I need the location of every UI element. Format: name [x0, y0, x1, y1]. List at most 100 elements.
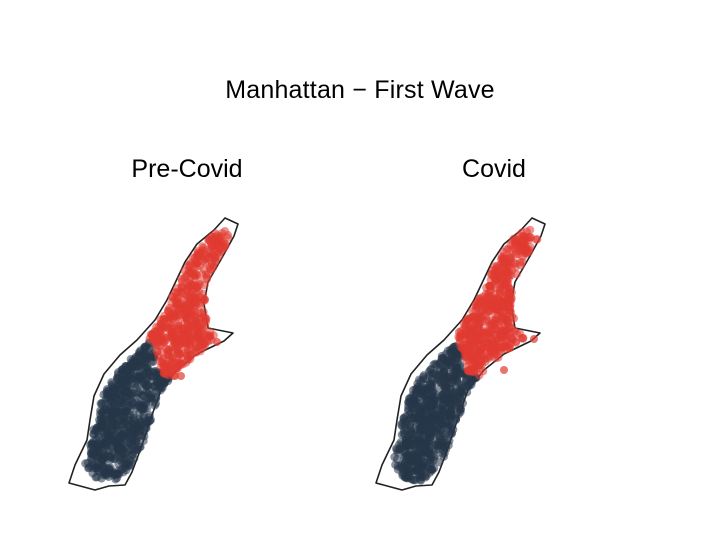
- upper-cluster-point: [187, 332, 196, 341]
- upper-cluster-point: [459, 319, 469, 329]
- lower-cluster-point: [427, 466, 437, 475]
- lower-cluster-point: [404, 401, 413, 411]
- upper-cluster-point: [220, 242, 229, 252]
- lower-cluster-point: [137, 359, 147, 368]
- lower-cluster-point: [421, 470, 430, 479]
- lower-cluster-point: [461, 382, 471, 391]
- upper-cluster-point: [509, 326, 518, 335]
- upper-cluster-point: [478, 328, 488, 337]
- lower-cluster-point: [428, 428, 438, 438]
- upper-cluster-point: [484, 338, 493, 348]
- upper-cluster-point: [177, 277, 187, 286]
- upper-cluster-point: [156, 363, 165, 372]
- upper-cluster-point: [147, 330, 157, 340]
- lower-cluster-point: [416, 383, 426, 393]
- lower-cluster-point: [142, 424, 151, 433]
- lower-cluster-point: [456, 405, 465, 415]
- upper-cluster-point: [506, 334, 516, 343]
- lower-cluster-point: [97, 474, 106, 483]
- lower-cluster-point: [111, 437, 120, 447]
- lower-cluster-point: [104, 452, 113, 461]
- upper-cluster-point: [525, 233, 535, 242]
- lower-cluster-point: [119, 399, 129, 408]
- upper-cluster-point: [180, 330, 190, 339]
- lower-cluster-point: [409, 476, 418, 485]
- upper-cluster-point: [190, 254, 200, 263]
- lower-cluster-point: [120, 412, 129, 421]
- covid-map: [375, 217, 546, 491]
- upper-cluster-point: [507, 312, 517, 321]
- lower-cluster-point: [101, 415, 110, 424]
- upper-cluster-point: [468, 312, 478, 321]
- upper-cluster-point: [186, 321, 195, 331]
- upper-cluster-point: [199, 243, 208, 253]
- lower-cluster-point: [419, 390, 428, 400]
- lower-cluster-point: [113, 427, 122, 436]
- upper-cluster-point: [164, 307, 173, 316]
- lower-cluster-point: [104, 389, 113, 398]
- lower-cluster-point: [411, 390, 421, 400]
- lower-cluster-point: [457, 389, 466, 398]
- upper-cluster-point: [492, 261, 502, 271]
- upper-cluster-point: [205, 235, 214, 244]
- upper-cluster-point: [492, 306, 502, 315]
- upper-cluster-point: [191, 272, 200, 281]
- upper-cluster-point: [494, 294, 504, 303]
- upper-cluster-point: [455, 338, 464, 347]
- upper-cluster-point: [487, 281, 497, 291]
- lower-cluster-point: [91, 435, 101, 444]
- lower-cluster-point: [81, 459, 90, 468]
- upper-cluster-point: [466, 329, 475, 339]
- upper-cluster-point: [156, 319, 166, 328]
- lower-cluster-point: [426, 416, 435, 425]
- upper-cluster-point: [478, 312, 487, 321]
- upper-cluster-point: [483, 290, 493, 299]
- lower-cluster-point: [419, 447, 428, 457]
- lower-cluster-point: [103, 428, 112, 438]
- lower-cluster-point: [405, 441, 414, 450]
- upper-cluster-point: [530, 335, 538, 343]
- upper-cluster-point: [199, 307, 208, 316]
- upper-cluster-point: [500, 320, 509, 329]
- lower-cluster-point: [448, 389, 457, 398]
- lower-cluster-point: [419, 428, 429, 437]
- lower-cluster-point: [442, 388, 451, 397]
- upper-cluster-point: [183, 282, 193, 291]
- upper-cluster-point: [192, 347, 201, 357]
- upper-cluster-point: [477, 344, 487, 353]
- upper-cluster-point: [518, 252, 528, 261]
- upper-cluster-point: [477, 353, 486, 362]
- lower-cluster-point: [98, 435, 108, 444]
- lower-cluster-point: [100, 459, 109, 469]
- upper-cluster-point: [204, 270, 213, 279]
- upper-cluster-point: [177, 372, 185, 380]
- lower-cluster-point: [399, 426, 409, 435]
- lower-cluster-point: [112, 401, 121, 410]
- lower-cluster-point: [116, 456, 125, 465]
- lower-cluster-point: [399, 414, 408, 423]
- lower-cluster-point: [134, 351, 143, 360]
- lower-cluster-point: [105, 404, 115, 413]
- upper-cluster-point: [505, 302, 514, 311]
- upper-cluster-point: [500, 269, 509, 278]
- lower-cluster-point: [151, 393, 161, 402]
- upper-cluster-point: [484, 354, 493, 363]
- lower-cluster-point: [418, 457, 428, 466]
- upper-cluster-point: [200, 322, 210, 331]
- lower-cluster-point: [119, 468, 128, 477]
- lower-cluster-point: [425, 400, 435, 409]
- upper-cluster-point: [511, 240, 520, 250]
- upper-cluster-point: [486, 270, 496, 279]
- upper-cluster-point: [501, 259, 511, 268]
- lower-cluster-point: [439, 400, 448, 409]
- upper-cluster-point: [164, 351, 174, 360]
- upper-cluster-point: [207, 242, 216, 251]
- pre-covid-panel-title: Pre-Covid: [131, 155, 243, 183]
- upper-cluster-point: [198, 289, 207, 299]
- lower-cluster-point: [412, 418, 421, 427]
- lower-cluster-point: [151, 371, 160, 380]
- upper-cluster-point: [182, 358, 191, 367]
- upper-cluster-point: [461, 352, 470, 362]
- upper-cluster-point: [171, 372, 179, 380]
- lower-cluster-point: [131, 445, 141, 454]
